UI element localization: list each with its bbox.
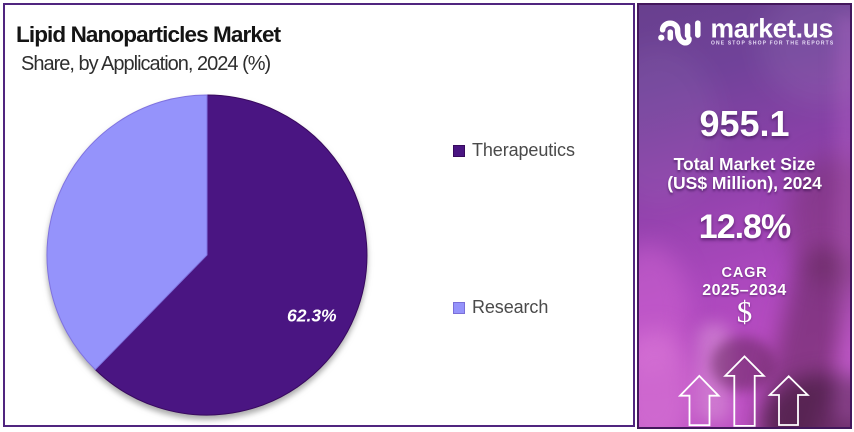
svg-text:ONE STOP SHOP FOR THE REPORTS: ONE STOP SHOP FOR THE REPORTS	[711, 41, 834, 47]
svg-text:market.us: market.us	[711, 16, 834, 43]
svg-text:62.3%: 62.3%	[287, 306, 337, 326]
